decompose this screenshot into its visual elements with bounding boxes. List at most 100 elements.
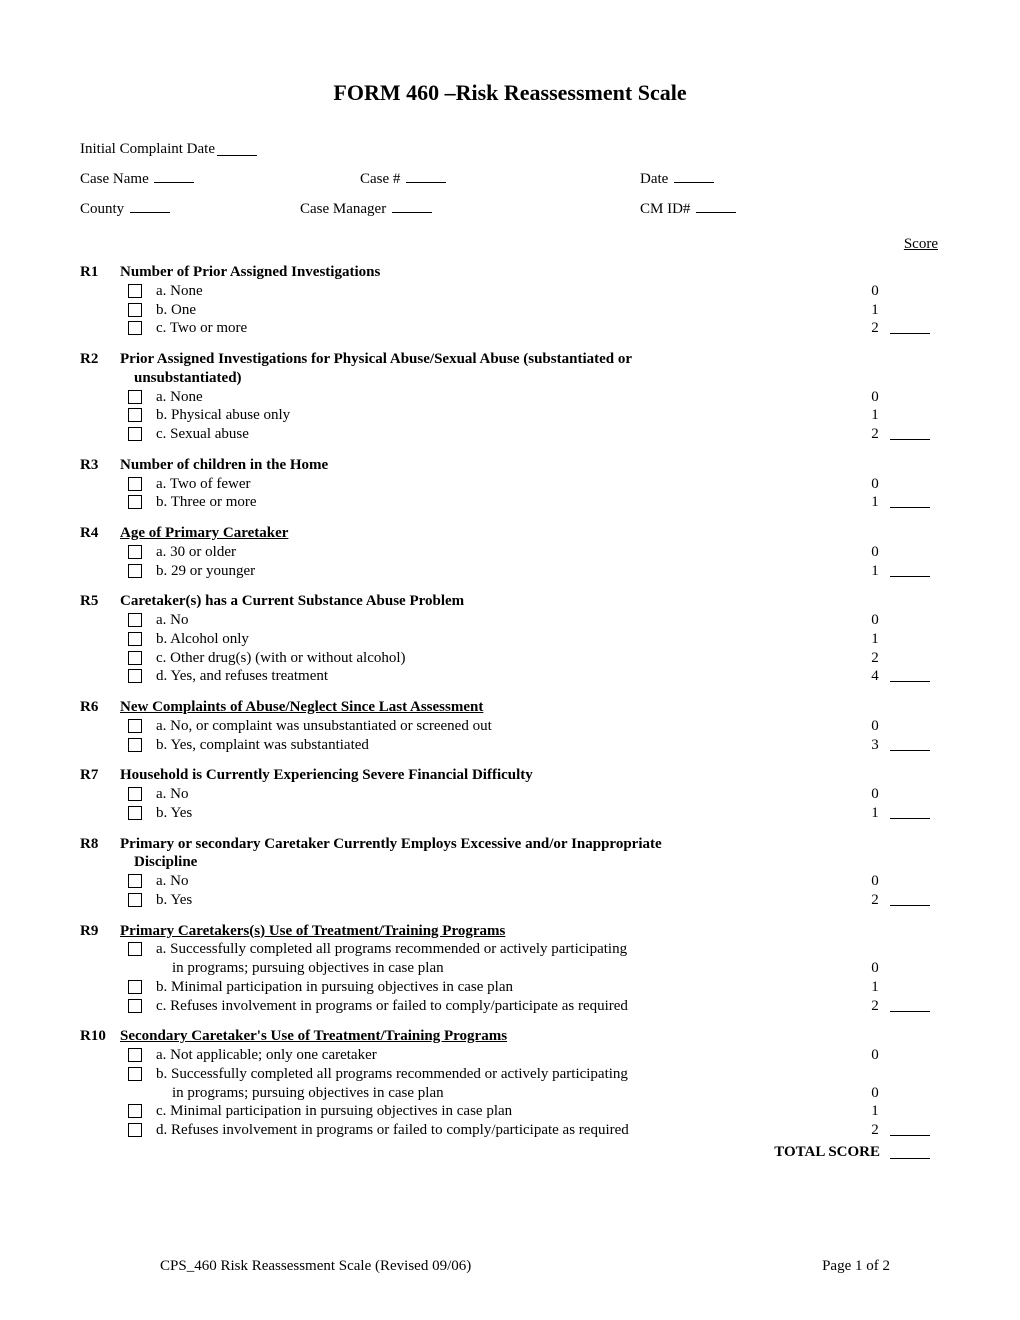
checkbox[interactable]	[128, 1123, 142, 1137]
option-points: 1	[860, 301, 890, 320]
footer-right: Page 1 of 2	[822, 1258, 890, 1275]
total-score-field[interactable]	[890, 1144, 930, 1159]
option-row: b. Three or more1	[120, 493, 940, 514]
checkbox[interactable]	[128, 564, 142, 578]
initial-complaint-date-field[interactable]	[217, 141, 257, 156]
score-field[interactable]	[890, 562, 930, 577]
checkbox[interactable]	[128, 284, 142, 298]
case-manager-field[interactable]	[392, 198, 432, 213]
score-field[interactable]	[890, 804, 930, 819]
score-field[interactable]	[890, 425, 930, 440]
checkbox[interactable]	[128, 874, 142, 888]
score-cell	[890, 1121, 940, 1142]
option-points: 0	[860, 785, 890, 804]
option-row: a. 30 or older0	[120, 543, 940, 562]
checkbox[interactable]	[128, 408, 142, 422]
checkbox[interactable]	[128, 1048, 142, 1062]
checkbox[interactable]	[128, 427, 142, 441]
score-field[interactable]	[890, 667, 930, 682]
case-number-label: Case #	[360, 171, 400, 188]
date-label: Date	[640, 171, 668, 188]
checkbox[interactable]	[128, 980, 142, 994]
option-label: a. No	[156, 785, 860, 804]
date-field[interactable]	[674, 168, 714, 183]
question-body: New Complaints of Abuse/Neglect Since La…	[120, 698, 940, 756]
question-title: Primary or secondary Caretaker Currently…	[120, 835, 940, 854]
score-header: Score	[80, 236, 940, 253]
county-field[interactable]	[130, 198, 170, 213]
option-row: b. Minimal participation in pursuing obj…	[120, 978, 940, 997]
option-label: a. Not applicable; only one caretaker	[156, 1046, 860, 1065]
checkbox[interactable]	[128, 477, 142, 491]
option-label: c. Minimal participation in pursuing obj…	[156, 1102, 860, 1121]
checkbox[interactable]	[128, 1067, 142, 1081]
checkbox[interactable]	[128, 651, 142, 665]
checkbox[interactable]	[128, 390, 142, 404]
checkbox[interactable]	[128, 613, 142, 627]
score-field[interactable]	[890, 997, 930, 1012]
question-body: Primary Caretakers(s) Use of Treatment/T…	[120, 922, 940, 1018]
option-label: c. Sexual abuse	[156, 425, 860, 444]
option-label: b. One	[156, 301, 860, 320]
option-points: 2	[860, 649, 890, 668]
option-points: 0	[860, 475, 890, 494]
score-field[interactable]	[890, 493, 930, 508]
question-title: Number of Prior Assigned Investigations	[120, 263, 940, 282]
checkbox[interactable]	[128, 893, 142, 907]
score-field[interactable]	[890, 319, 930, 334]
checkbox[interactable]	[128, 303, 142, 317]
score-field[interactable]	[890, 1121, 930, 1136]
option-label: a. None	[156, 282, 860, 301]
question-body: Secondary Caretaker's Use of Treatment/T…	[120, 1027, 940, 1142]
score-cell	[890, 319, 940, 340]
cm-id-label: CM ID#	[640, 201, 690, 218]
question-R1: R1Number of Prior Assigned Investigation…	[80, 263, 940, 340]
county-label: County	[80, 201, 124, 218]
cm-id-field[interactable]	[696, 198, 736, 213]
question-body: Caretaker(s) has a Current Substance Abu…	[120, 592, 940, 688]
checkbox[interactable]	[128, 321, 142, 335]
case-number-field[interactable]	[406, 168, 446, 183]
score-field[interactable]	[890, 891, 930, 906]
score-cell	[890, 667, 940, 688]
option-label: in programs; pursuing objectives in case…	[154, 1084, 860, 1103]
checkbox[interactable]	[128, 738, 142, 752]
score-field[interactable]	[890, 736, 930, 751]
question-body: Primary or secondary Caretaker Currently…	[120, 835, 940, 912]
question-R4: R4Age of Primary Caretakera. 30 or older…	[80, 524, 940, 582]
checkbox[interactable]	[128, 632, 142, 646]
question-id: R10	[80, 1027, 120, 1142]
option-row: b. Yes2	[120, 891, 940, 912]
checkbox[interactable]	[128, 1104, 142, 1118]
option-points: 2	[860, 997, 890, 1016]
question-title: Number of children in the Home	[120, 456, 940, 475]
question-id: R4	[80, 524, 120, 582]
option-row: d. Refuses involvement in programs or fa…	[120, 1121, 940, 1142]
option-label: c. Two or more	[156, 319, 860, 338]
checkbox[interactable]	[128, 806, 142, 820]
checkbox[interactable]	[128, 942, 142, 956]
option-row: a. None0	[120, 388, 940, 407]
checkbox[interactable]	[128, 719, 142, 733]
option-points: 1	[860, 630, 890, 649]
option-row: b. Successfully completed all programs r…	[120, 1065, 940, 1084]
score-cell	[890, 493, 940, 514]
case-name-field[interactable]	[154, 168, 194, 183]
option-points: 0	[860, 282, 890, 301]
option-points: 2	[860, 1121, 890, 1140]
question-id: R9	[80, 922, 120, 1018]
checkbox[interactable]	[128, 999, 142, 1013]
option-points: 1	[860, 406, 890, 425]
checkbox[interactable]	[128, 545, 142, 559]
question-body: Prior Assigned Investigations for Physic…	[120, 350, 940, 446]
question-title: Caretaker(s) has a Current Substance Abu…	[120, 592, 940, 611]
checkbox[interactable]	[128, 669, 142, 683]
question-R10: R10 Secondary Caretaker's Use of Treatme…	[80, 1027, 940, 1142]
checkbox[interactable]	[128, 787, 142, 801]
questions-container: R1Number of Prior Assigned Investigation…	[80, 263, 940, 1142]
question-R5: R5Caretaker(s) has a Current Substance A…	[80, 592, 940, 688]
header-row-1: Initial Complaint Date	[80, 141, 940, 158]
option-label: b. Minimal participation in pursuing obj…	[156, 978, 860, 997]
checkbox[interactable]	[128, 495, 142, 509]
option-points: 2	[860, 319, 890, 338]
